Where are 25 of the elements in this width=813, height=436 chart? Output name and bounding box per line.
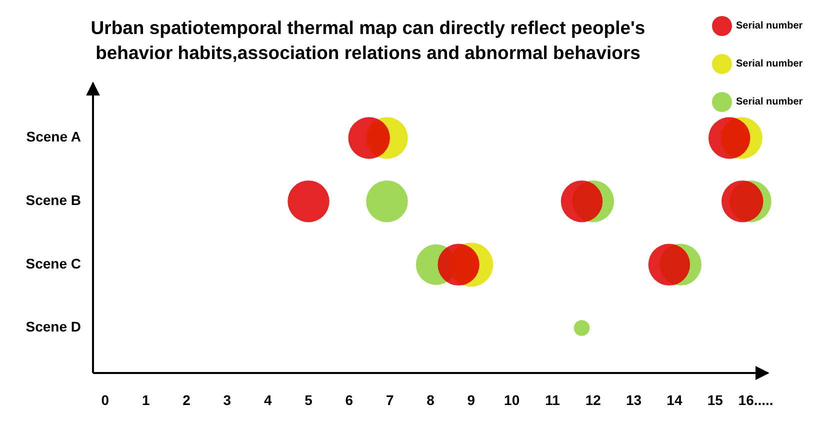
legend-label: Serial number bbox=[736, 20, 803, 32]
x-tick-label: 9 bbox=[467, 392, 476, 408]
legend-label: Serial number bbox=[736, 58, 803, 70]
y-tick-label: Scene B bbox=[26, 192, 81, 208]
chart-title: Urban spatiotemporal thermal map can directly reflect people's behavior habits,association relations and abnormal behaviors bbox=[90, 17, 646, 63]
x-tick-label: 15 bbox=[707, 392, 724, 408]
x-tick-label: 11 bbox=[545, 392, 560, 408]
x-tick-label: 10 bbox=[504, 392, 520, 408]
x-tick-label: 7 bbox=[386, 392, 394, 408]
x-tick-label: 3 bbox=[223, 392, 232, 408]
y-tick-label: Scene A bbox=[26, 128, 81, 145]
x-tick-label: 14 bbox=[666, 392, 682, 408]
x-tick-label: 13 bbox=[626, 392, 642, 408]
y-tick-label: Scene C bbox=[26, 255, 81, 272]
x-tick-label: 16..... bbox=[738, 392, 774, 408]
x-tick-label: 12 bbox=[585, 392, 602, 408]
x-tick-label: 1 bbox=[142, 392, 150, 408]
x-tick-label: 0 bbox=[101, 392, 110, 408]
x-tick-label: 2 bbox=[182, 392, 191, 408]
y-tick-label: Scene D bbox=[26, 318, 81, 335]
legend-label: Serial number bbox=[736, 96, 803, 108]
x-tick-label: 5 bbox=[304, 392, 313, 408]
x-tick-label: 4 bbox=[264, 392, 272, 408]
x-tick-label: 6 bbox=[345, 392, 354, 408]
x-tick-label: 8 bbox=[426, 392, 435, 408]
